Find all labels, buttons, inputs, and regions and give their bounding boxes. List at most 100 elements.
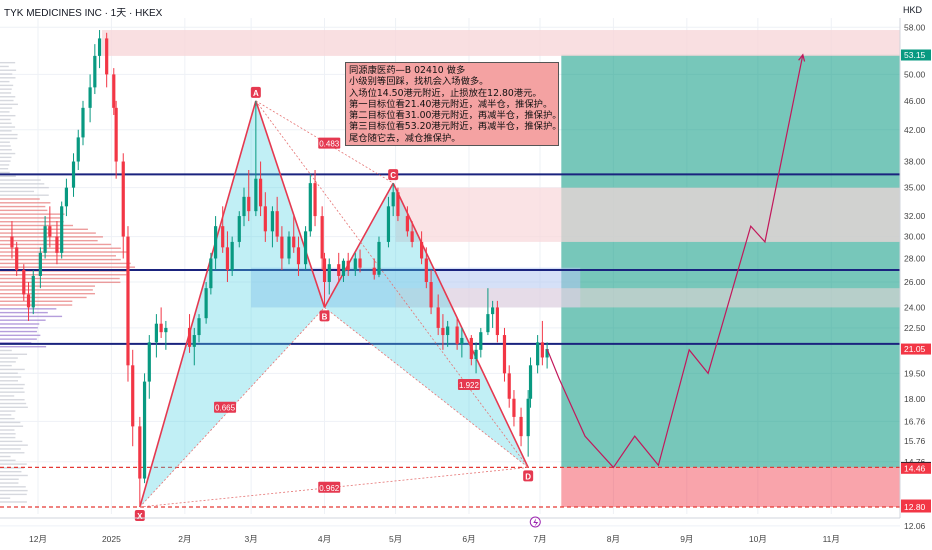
pattern-ratio: 0.665 (214, 402, 236, 413)
candle-body (254, 179, 257, 211)
pattern-point-label: A (253, 89, 259, 98)
candle-body (479, 332, 482, 350)
volume-profile-bar (0, 130, 12, 131)
pattern-ratio-label: 0.483 (319, 140, 340, 149)
candle-body (337, 264, 340, 276)
candle (396, 188, 399, 221)
pattern-ratio: 0.962 (318, 482, 340, 493)
volume-profile-bar (0, 426, 23, 427)
candle-body (541, 342, 544, 357)
stop-zone (561, 467, 900, 507)
price-label: 21.05 (901, 344, 931, 355)
trade-note-line: 第二目标位看31.00港元附近，再减半仓，推保护。 (349, 110, 555, 121)
candle-body (32, 276, 35, 307)
candle (138, 417, 141, 507)
candle-body (297, 247, 300, 264)
time-tick: 6月 (462, 534, 475, 544)
volume-profile-bar (0, 361, 16, 362)
volume-profile-bar (0, 145, 11, 146)
candle (309, 174, 312, 236)
candle-body (226, 247, 229, 270)
price-tick: 19.50 (904, 368, 926, 378)
candle (126, 226, 129, 381)
candle (122, 153, 125, 258)
volume-profile-bar (0, 138, 17, 139)
candle (131, 350, 134, 446)
volume-profile-bar (0, 126, 15, 127)
volume-profile-bar (0, 164, 9, 165)
symbol-title[interactable]: TYK MEDICINES INC · 1天 · HKEX (4, 4, 162, 19)
time-tick: 10月 (749, 534, 767, 544)
candle-body (238, 216, 241, 242)
volume-profile-bar (0, 123, 12, 124)
price-tick: 24.00 (904, 302, 926, 312)
volume-profile-bar (0, 191, 34, 192)
volume-profile-bar (0, 160, 11, 161)
candle-body (328, 264, 331, 282)
candle (205, 282, 208, 324)
volume-profile-bar (0, 221, 64, 222)
time-tick: 5月 (389, 534, 402, 544)
time-tick: 12月 (29, 534, 47, 544)
candle-body (126, 237, 129, 366)
candle (115, 101, 118, 179)
candle-body (10, 237, 13, 248)
volume-profile-bar (0, 414, 11, 415)
candle (143, 373, 146, 483)
volume-profile-bar (0, 149, 12, 150)
candle-body (503, 335, 506, 373)
trade-note-line: 入场位14.50港元附近，止损放在12.80港元。 (349, 88, 555, 99)
candle-body (309, 183, 312, 231)
pattern-point-b: B (320, 310, 330, 321)
candle (72, 153, 75, 197)
price-label: 53.15 (901, 50, 931, 61)
volume-profile-bar (0, 183, 44, 184)
candle (10, 221, 13, 258)
volume-profile-bar (0, 168, 8, 169)
time-tick: 11月 (823, 534, 840, 544)
candle-body (209, 258, 212, 288)
candle (546, 342, 549, 368)
candle (93, 44, 96, 94)
volume-profile-bar (0, 384, 25, 385)
volume-profile-bar (0, 399, 25, 400)
candle (304, 226, 307, 270)
candle (536, 335, 539, 373)
pattern-ratio: 1.922 (458, 379, 480, 390)
volume-profile-bar (0, 490, 28, 491)
candle-body (93, 56, 96, 87)
candle (55, 221, 58, 264)
price-tick: 30.00 (904, 232, 926, 242)
candle-body (460, 338, 463, 344)
volume-profile-bar (0, 456, 11, 457)
candle-body (197, 318, 200, 335)
candle-body (396, 192, 399, 216)
volume-profile-bar (0, 460, 16, 461)
volume-profile-bar (0, 331, 37, 332)
price-tick: 16.76 (904, 416, 926, 426)
trade-note-line: 第一目标位看21.40港元附近，减半仓，推保护。 (349, 99, 555, 110)
candle-body (247, 197, 250, 211)
volume-profile-bar (0, 232, 96, 233)
price-label: 12.80 (901, 502, 931, 513)
pattern-ratio-label: 0.962 (319, 484, 340, 493)
price-tick: 50.00 (904, 69, 926, 79)
candle-body (164, 328, 167, 332)
candle-body (377, 242, 380, 275)
candle-body (474, 350, 477, 359)
volume-profile-bar (0, 403, 26, 404)
volume-profile-bar (0, 153, 15, 154)
volume-profile-bar (0, 369, 25, 370)
volume-profile-bar (0, 441, 22, 442)
candle (148, 335, 151, 399)
price-tick: 58.00 (904, 22, 926, 32)
candle-body (354, 258, 357, 270)
volume-profile-bar (0, 62, 15, 63)
volume-profile-bar (0, 452, 24, 453)
candle-body (65, 188, 68, 207)
candle-body (112, 74, 115, 107)
volume-profile-bar (0, 289, 93, 290)
volume-profile-bar (0, 373, 18, 374)
candle (27, 282, 30, 321)
candle-body (342, 261, 345, 276)
